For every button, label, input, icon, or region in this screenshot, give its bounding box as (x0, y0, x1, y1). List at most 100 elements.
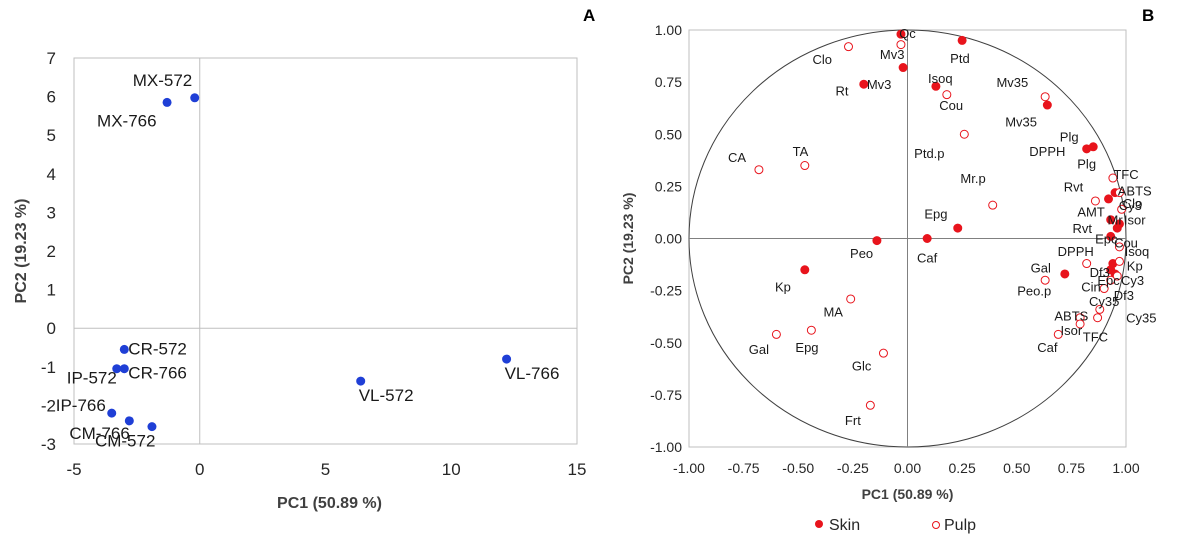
chart-a-point (147, 422, 157, 432)
chart-b-skin-point (1106, 231, 1116, 241)
chart-b-point-label: Peo.p (1017, 284, 1051, 299)
chart-b-skin-point (1106, 215, 1116, 225)
chart-a: -5 0 5 10 15 -3 -2 -1 0 1 2 3 4 5 6 7 PC1 (50.89 %) PC2 (… (13, 49, 586, 512)
chart-b-pulp-point (1040, 275, 1050, 285)
chart-a-point-label: CM-766 (69, 424, 129, 443)
chart-b-point-label: Rvt (1064, 179, 1084, 194)
chart-b-pulp-point (1108, 173, 1118, 183)
chart-b-point-label: Kp (775, 279, 791, 294)
chart-a-x-tick-label: -5 (66, 460, 81, 479)
chart-b-point-label: Qc (899, 26, 916, 41)
chart-b-pulp-point (1112, 271, 1122, 281)
chart-b-pulp-point (1075, 319, 1085, 329)
chart-b-point-label: Caf (917, 250, 938, 265)
chart-a-y-axis-title: PC2 (19.23 %) (13, 199, 30, 304)
chart-b-skin-point (896, 29, 906, 39)
chart-b-point-label: Epc (1097, 273, 1120, 288)
chart-b-pulp-point (1093, 313, 1103, 323)
chart-b-skin-point (922, 234, 932, 243)
chart-b-point-label: Kp (1127, 259, 1143, 274)
chart-b-point-label: Glc (852, 359, 872, 374)
chart-b-point-label: Mv3 (867, 77, 892, 92)
chart-b-skin-point (898, 63, 908, 73)
chart-a-x-tick-label: 15 (568, 460, 587, 479)
chart-a-point (119, 344, 129, 354)
chart-b-point-label: Cou (939, 98, 963, 113)
chart-a-y-tick-label: -3 (41, 435, 56, 454)
chart-b-point-label: CA (728, 150, 746, 165)
chart-a-point (502, 354, 512, 364)
chart-b-skin-point (1112, 223, 1122, 233)
chart-b-point-label: TA (793, 144, 809, 159)
chart-b-point-label: Rvt (1073, 221, 1093, 236)
chart-b-pulp-point (846, 294, 856, 304)
chart-b-x-tick-label: -0.50 (782, 460, 814, 476)
chart-b-pulp-point (1106, 275, 1116, 285)
chart-a-point-label: VL-766 (505, 364, 560, 383)
chart-b-point-label: Mv35 (1005, 115, 1037, 130)
chart-b-point-label: Ptd (950, 51, 970, 66)
chart-b-y-tick-label: 0.75 (655, 74, 682, 90)
chart-b: -1.00 -0.75 -0.50 -0.25 0.00 0.25 0.50 0.75 1.00… (620, 22, 1156, 534)
chart-b-point-label: Df3 (1090, 265, 1110, 280)
chart-b-point-label: Cy35 (1089, 294, 1119, 309)
chart-b-point-label: Plg (1060, 129, 1079, 144)
chart-b-pulp-point (865, 400, 875, 410)
chart-b-skin-point (953, 223, 963, 233)
chart-b-point-label: ABTS (1118, 184, 1152, 199)
chart-b-skin-point (1042, 100, 1052, 110)
chart-b-point-label: Isor (1061, 323, 1083, 338)
chart-b-point-label: Ptd.p (914, 146, 944, 161)
chart-b-skin-point (957, 35, 967, 45)
chart-b-pulp-point (878, 348, 888, 358)
chart-b-pulp-point (800, 161, 810, 171)
chart-a-point-label: IP-572 (67, 369, 117, 388)
chart-b-point-label: Mr (1107, 213, 1123, 228)
chart-b-pulp-point (942, 90, 952, 100)
chart-b-skin-point (1060, 269, 1070, 279)
chart-b-y-tick-label: -0.50 (650, 335, 682, 351)
chart-b-point-label: Clo (813, 52, 833, 67)
chart-a-y-tick-label: -1 (41, 358, 56, 377)
chart-b-point-label: Plg (1077, 156, 1096, 171)
chart-b-point-label: Mv35 (996, 75, 1028, 90)
chart-a-point-label: VL-572 (359, 386, 414, 405)
chart-a-point (119, 364, 129, 374)
chart-b-skin-point (800, 265, 810, 275)
chart-b-point-label: Cy3 (1121, 273, 1144, 288)
chart-b-point-label: ABTS (1054, 309, 1088, 324)
chart-b-pulp-point (1114, 188, 1124, 198)
chart-a-y-tick-label: 0 (47, 319, 56, 338)
chart-a-point (190, 93, 200, 103)
chart-b-pulp-point (1040, 92, 1050, 102)
chart-b-y-tick-label: -1.00 (650, 439, 682, 455)
chart-b-x-tick-label: 0.50 (1003, 460, 1030, 476)
chart-b-point-label: Isor (1124, 213, 1146, 228)
chart-a-point-label: CM-572 (95, 432, 155, 451)
chart-a-point (107, 408, 117, 418)
chart-b-x-tick-label: -1.00 (673, 460, 705, 476)
legend-pulp-label: Pulp (944, 517, 976, 534)
chart-b-point-label: Epg (795, 340, 818, 355)
chart-a-point (162, 97, 172, 107)
chart-b-point-label: TFC (1083, 329, 1108, 344)
chart-b-point-label: Peo (850, 246, 873, 261)
chart-a-x-tick-label: 0 (195, 460, 204, 479)
chart-b-x-tick-label: -0.25 (837, 460, 869, 476)
chart-b-point-label: Df3 (1114, 288, 1134, 303)
chart-b-pulp-point (754, 165, 764, 175)
chart-a-point-label: MX-572 (133, 71, 193, 90)
chart-a-y-tick-label: 7 (47, 49, 56, 68)
chart-b-pulp-point (771, 329, 781, 339)
chart-b-pulp-point (959, 129, 969, 139)
legend-pulp-marker (932, 521, 940, 529)
chart-b-x-tick-label: 1.00 (1112, 460, 1139, 476)
chart-a-y-tick-label: 6 (47, 88, 56, 107)
chart-b-y-tick-label: -0.75 (650, 387, 682, 403)
chart-a-point-label: IP-766 (56, 396, 106, 415)
chart-a-point-label: MX-766 (97, 111, 157, 130)
chart-b-point-label: Isoq (928, 71, 953, 86)
chart-b-point-label: Clo (1123, 196, 1143, 211)
chart-a-y-tick-label: 5 (47, 126, 56, 145)
